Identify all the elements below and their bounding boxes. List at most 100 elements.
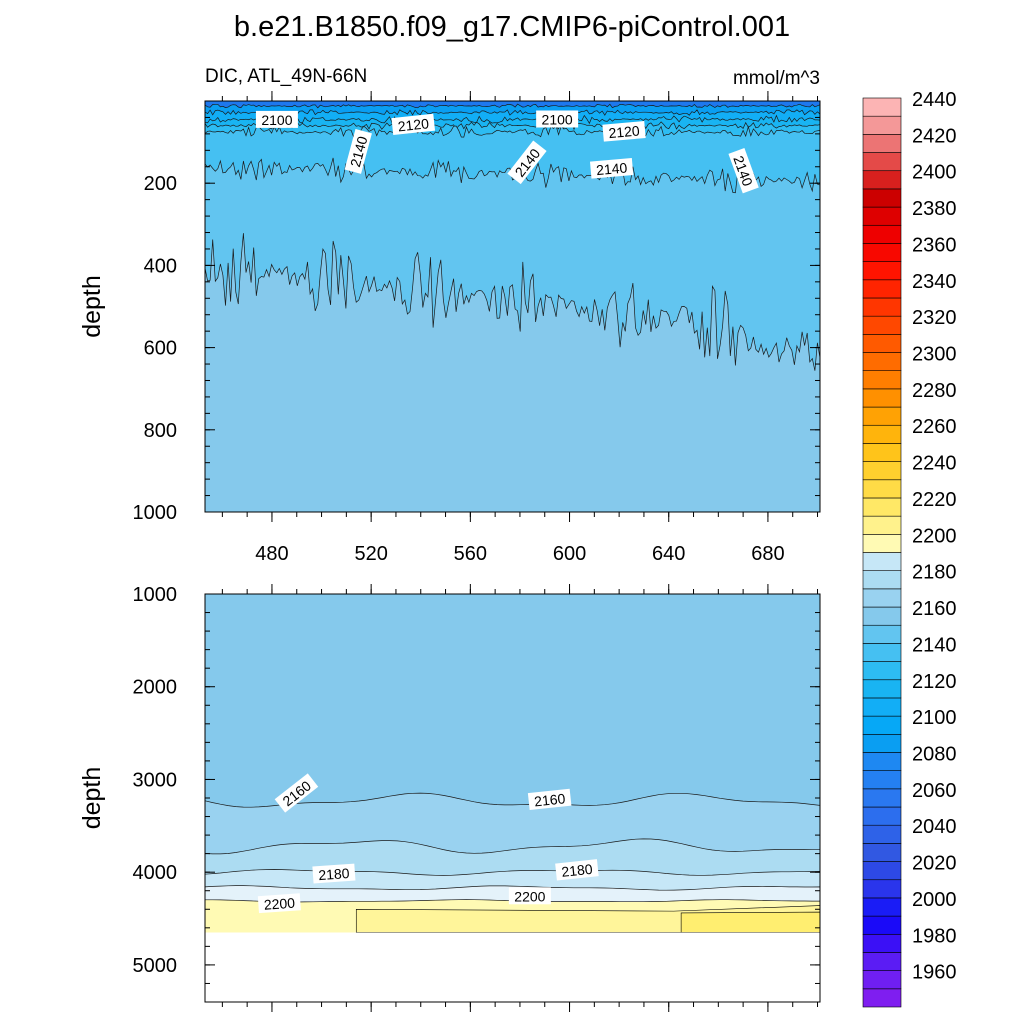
y-tick-label: 3000 (133, 769, 178, 791)
colorbar-box-2390 (862, 188, 902, 208)
colorbar-box-2270 (862, 406, 902, 426)
y-tick-label: 4000 (133, 862, 178, 884)
colorbar-box-2030 (862, 843, 902, 862)
contour-label: 2120 (602, 121, 646, 142)
colorbar-box-2100 (862, 715, 902, 735)
plot-frame (204, 100, 821, 513)
colorbar-tick-label: 2020 (912, 853, 957, 875)
svg-text:2140: 2140 (595, 159, 628, 178)
x-tick-label: 480 (255, 543, 288, 565)
colorbar-tick-label: 2200 (912, 525, 957, 547)
colorbar-box-2410 (862, 152, 902, 172)
y-tick-label: 1000 (133, 502, 178, 524)
variable-region-label: DIC, ATL_49N-66N (205, 66, 367, 87)
x-tick-label: 640 (652, 543, 685, 565)
colorbar-box-2220 (862, 497, 902, 517)
svg-text:2180: 2180 (318, 865, 350, 883)
colorbar-tick-label: 2420 (912, 125, 957, 147)
y-axis-label: depth (78, 767, 106, 830)
colorbar-tick-label: 2300 (912, 344, 957, 366)
colorbar-box-2110 (862, 697, 902, 717)
contour-label: 2200 (508, 887, 551, 905)
colorbar-box-1980 (862, 933, 902, 953)
colorbar-tick-label: 2060 (912, 780, 957, 802)
colorbar-box-2120 (862, 679, 902, 699)
colorbar-box-2310 (862, 334, 902, 353)
y-tick-label: 600 (144, 338, 177, 360)
colorbar-tick-label: 2280 (912, 380, 957, 402)
svg-text:2140: 2140 (347, 134, 371, 168)
svg-text:2200: 2200 (514, 888, 545, 904)
colorbar-box-2060 (862, 788, 902, 808)
colorbar-tick-label: 2180 (912, 562, 957, 584)
colorbar-box-2160 (862, 606, 902, 626)
colorbar-box-2190 (862, 552, 902, 571)
y-tick-label: 2000 (133, 677, 178, 699)
svg-text:2120: 2120 (397, 115, 430, 134)
y-tick-label: 200 (144, 173, 177, 195)
colorbar-tick-label: 2160 (912, 598, 957, 620)
svg-text:2120: 2120 (608, 122, 641, 141)
colorbar-tick-label: 2120 (912, 671, 957, 693)
contour-label: 2200 (257, 893, 301, 914)
colorbar-box-2140 (862, 643, 902, 662)
colorbar-box-2370 (862, 224, 902, 244)
colorbar-box-2200 (862, 534, 902, 553)
colorbar-tick-label: 2000 (912, 889, 957, 911)
colorbar-tick-label: 1980 (912, 925, 957, 947)
colorbar-box-2180 (862, 570, 902, 590)
y-tick-label: 5000 (133, 955, 178, 977)
colorbar-box-2280 (862, 388, 902, 408)
colorbar-box-2420 (862, 134, 902, 153)
x-tick-label: 560 (454, 543, 487, 565)
colorbar-box-2400 (862, 170, 902, 190)
svg-text:2100: 2100 (542, 111, 573, 127)
contour-label: 2180 (312, 863, 356, 884)
colorbar-box-2000 (862, 897, 902, 917)
colorbar-box-2070 (862, 770, 902, 790)
colorbar-box-2290 (862, 370, 902, 390)
y-axis-label: depth (78, 275, 106, 338)
colorbar-box-2130 (862, 661, 902, 681)
colorbar-box-2260 (862, 424, 902, 444)
colorbar-box-1990 (862, 915, 902, 935)
colorbar-box-1970 (862, 952, 902, 971)
colorbar-tick-label: 2360 (912, 234, 957, 256)
colorbar-box-2170 (862, 588, 902, 608)
x-tick-label: 520 (354, 543, 387, 565)
y-tick-label: 800 (144, 420, 177, 442)
colorbar-box-2210 (862, 515, 902, 535)
colorbar-tick-label: 2220 (912, 489, 957, 511)
colorbar-tick-label: 2380 (912, 198, 957, 220)
units-label: mmol/m^3 (733, 68, 820, 89)
colorbar-tick-label: 1960 (912, 962, 957, 984)
colorbar-box-2150 (862, 624, 902, 644)
colorbar-box-2090 (862, 733, 902, 753)
colorbar-tick-label: 2140 (912, 634, 957, 656)
colorbar-box-2240 (862, 461, 902, 481)
contour-label: 2100 (536, 110, 579, 128)
colorbar-box-1960 (862, 970, 902, 990)
colorbar-tick-label: 2080 (912, 743, 957, 765)
contour-label: 2140 (344, 128, 372, 174)
colorbar-box-2320 (862, 315, 902, 335)
x-tick-label: 600 (553, 543, 586, 565)
colorbar-box-2330 (862, 297, 902, 317)
contour-label: 2180 (555, 859, 599, 881)
colorbar-tick-label: 2040 (912, 816, 957, 838)
band-2220-2230 (680, 911, 820, 933)
colorbar-tick-label: 2240 (912, 453, 957, 475)
colorbar-box-2430 (862, 115, 902, 135)
svg-text:2200: 2200 (263, 895, 295, 913)
colorbar-box-2010 (862, 879, 902, 899)
colorbar-box-2360 (862, 243, 902, 262)
colorbar-box-2440 (862, 97, 902, 117)
svg-text:2160: 2160 (533, 790, 566, 809)
y-tick-label: 1000 (133, 584, 178, 606)
figure-title: b.e21.B1850.f09_g17.CMIP6-piControl.001 (234, 11, 790, 43)
colorbar-tick-label: 2260 (912, 416, 957, 438)
svg-text:2100: 2100 (261, 112, 292, 128)
